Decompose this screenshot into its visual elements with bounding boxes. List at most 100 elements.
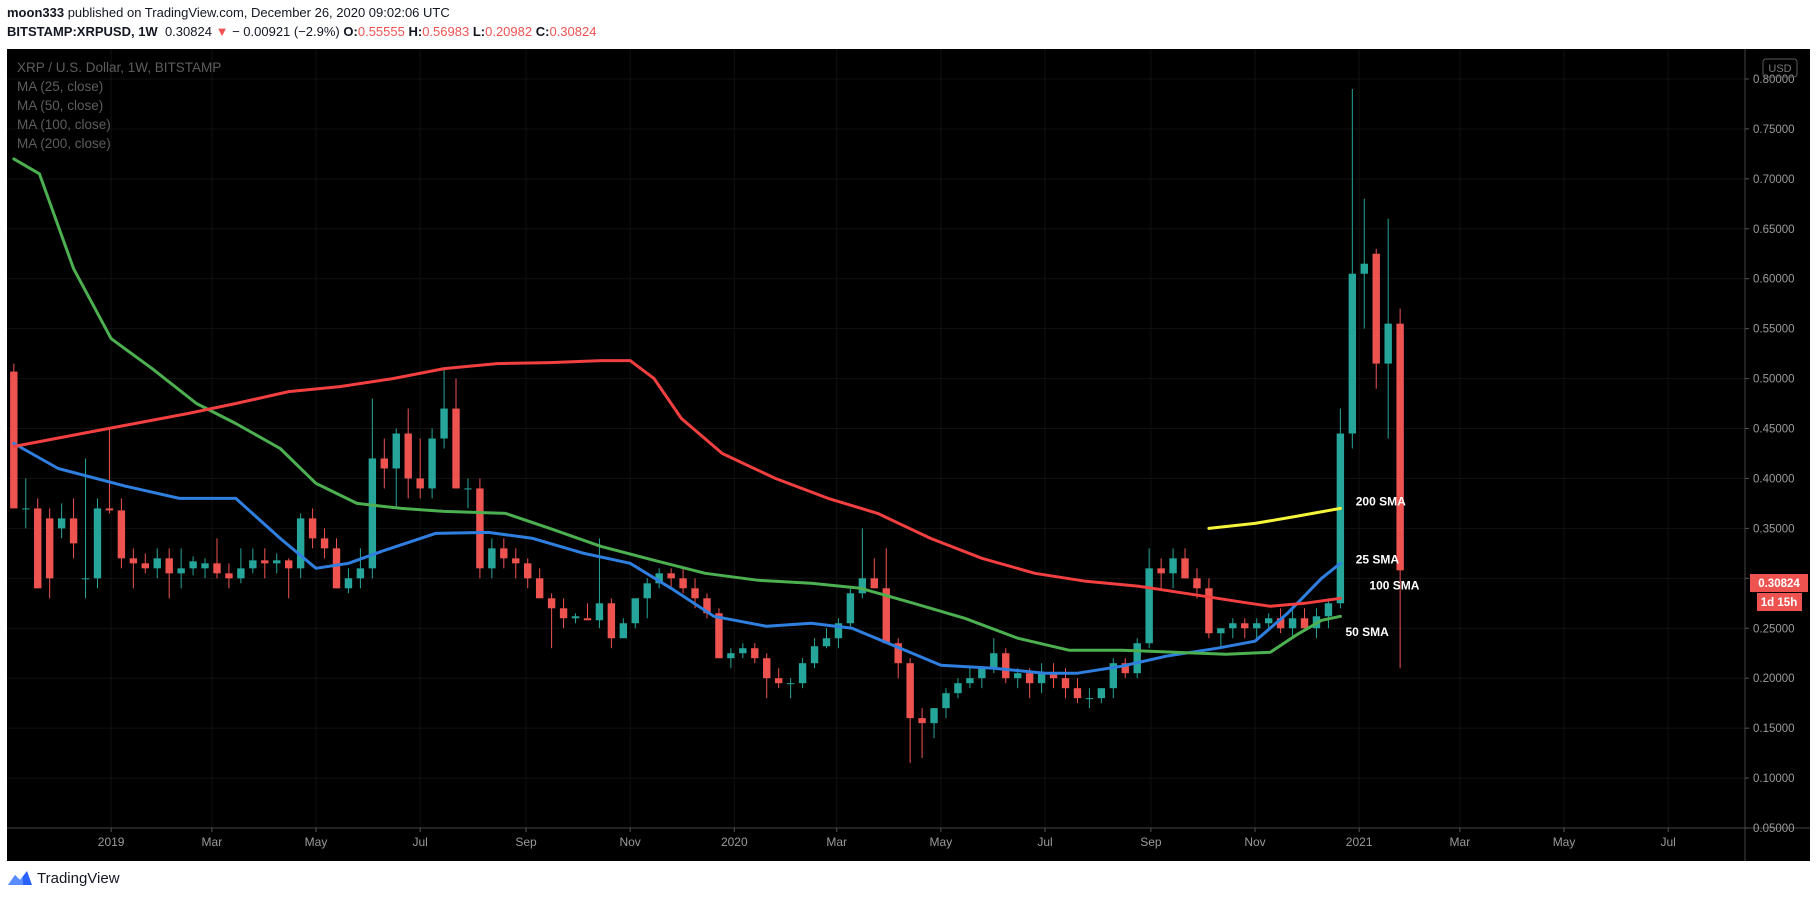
candle-body <box>1025 673 1034 684</box>
ma-line-0 <box>12 442 1342 675</box>
candle-body <box>1324 603 1333 617</box>
candle-body <box>1348 273 1357 434</box>
current-price-box <box>1750 574 1808 592</box>
author-name[interactable]: moon333 <box>7 5 65 20</box>
countdown-box <box>1757 593 1802 611</box>
candle-body <box>954 683 962 694</box>
candle-body <box>117 510 126 559</box>
candle-body <box>1205 588 1213 634</box>
candle-body <box>1002 653 1010 679</box>
y-tick-label: 0.70000 <box>1753 174 1795 186</box>
x-tick-label: 2020 <box>721 835 748 849</box>
candle-body <box>631 598 639 624</box>
y-tick-label: 0.40000 <box>1753 473 1795 485</box>
candle-body <box>918 718 926 724</box>
candle-body <box>667 573 675 579</box>
candle-body <box>1193 578 1201 589</box>
sma-label: 25 SMA <box>1356 552 1400 566</box>
candle-body <box>488 548 496 569</box>
candle-body <box>822 638 831 647</box>
candle-body <box>1264 618 1273 624</box>
candle-body <box>882 588 890 644</box>
candle-body <box>368 458 377 569</box>
high-label: H: <box>408 24 423 39</box>
current-price-value: 0.30824 <box>1758 578 1800 590</box>
candle-body <box>1013 673 1022 679</box>
x-tick-label: Jul <box>412 835 427 849</box>
candle-body <box>356 568 365 579</box>
sma-label: 100 SMA <box>1369 578 1419 592</box>
y-tick-label: 0.25000 <box>1753 623 1795 635</box>
candle-body <box>559 608 568 619</box>
candle-body <box>942 693 950 709</box>
candle-body <box>512 558 520 564</box>
legend-ma-25: MA (25, close) <box>17 79 103 94</box>
candle-body <box>320 538 329 549</box>
y-tick-label: 0.80000 <box>1753 74 1795 86</box>
tradingview-logo-icon[interactable] <box>7 869 33 887</box>
candle-body <box>1097 688 1106 699</box>
close-label: C: <box>535 24 550 39</box>
candle-body <box>261 560 269 564</box>
candle-body <box>81 578 90 580</box>
candle-body <box>10 371 18 509</box>
x-tick-label: Sep <box>515 835 537 849</box>
candle-body <box>416 478 424 489</box>
y-tick-label: 0.15000 <box>1753 723 1795 735</box>
ma-line-1 <box>12 157 1342 656</box>
candle-body <box>141 563 149 569</box>
candle-body <box>763 658 771 679</box>
candle-body <box>703 598 711 614</box>
candle-body <box>344 578 353 589</box>
x-tick-label: Jul <box>1037 835 1052 849</box>
price-axis[interactable]: 0.050000.100000.150000.200000.250000.300… <box>1745 74 1795 835</box>
price-chart[interactable]: 0.050000.100000.150000.200000.250000.300… <box>7 49 1810 861</box>
candle-body <box>1121 663 1129 674</box>
currency-badge-box <box>1762 58 1798 78</box>
candle-body <box>1145 568 1153 644</box>
symbol-label: BITSTAMP:XRPUSD, 1W <box>7 24 158 39</box>
candle-body <box>440 408 448 439</box>
candle-body <box>1372 253 1380 364</box>
candle-body <box>751 648 759 659</box>
candle-body <box>691 588 699 599</box>
y-tick-label: 0.20000 <box>1753 673 1795 685</box>
candle-body <box>22 508 30 510</box>
tradingview-brand[interactable]: TradingView <box>37 869 120 887</box>
sma-annotations: 200 SMA 25 SMA 100 SMA 50 SMA <box>1345 494 1419 639</box>
currency-label: USD <box>1768 63 1791 75</box>
last-price: 0.30824 <box>164 24 212 39</box>
candle-body <box>1360 263 1368 274</box>
y-tick-label: 0.55000 <box>1753 324 1795 336</box>
candle-body <box>798 663 807 684</box>
publish-text: published on TradingView.com, December 2… <box>64 5 450 20</box>
candle-body <box>129 558 138 564</box>
candle-body <box>1253 623 1261 629</box>
candle-body <box>1336 433 1345 604</box>
y-tick-label: 0.45000 <box>1753 424 1795 436</box>
y-tick-label: 0.75000 <box>1753 124 1795 136</box>
open-label: O: <box>343 24 358 39</box>
candle-body <box>1181 558 1189 579</box>
candle-body <box>571 616 580 619</box>
countdown-value: 1d 15h <box>1761 597 1797 609</box>
candle-body <box>249 560 257 569</box>
time-axis[interactable]: 2019 Mar May Jul Sep Nov 2020 Mar May Jul Sep Nov 20… <box>98 828 1676 849</box>
x-tick-label: 2021 <box>1346 835 1373 849</box>
open-value: 0.55555 <box>357 24 405 39</box>
candle-body <box>1276 618 1285 629</box>
price-change: − 0.00921 (−2.9%) <box>232 24 340 39</box>
x-tick-label: May <box>1553 835 1576 849</box>
candle-body <box>34 508 42 589</box>
x-tick-label: Nov <box>1244 835 1265 849</box>
x-tick-label: Jul <box>1661 835 1676 849</box>
candle-body <box>739 648 747 654</box>
currency-badge[interactable]: USD <box>1762 58 1798 78</box>
candle-body <box>404 433 412 479</box>
candle-body <box>392 433 400 469</box>
sma-label: 50 SMA <box>1345 625 1389 639</box>
down-arrow-icon: ▼ <box>215 24 229 39</box>
x-tick-label: Mar <box>202 835 223 849</box>
current-price-tag: 0.30824 1d 15h <box>1750 574 1808 611</box>
candle-body <box>69 518 78 544</box>
